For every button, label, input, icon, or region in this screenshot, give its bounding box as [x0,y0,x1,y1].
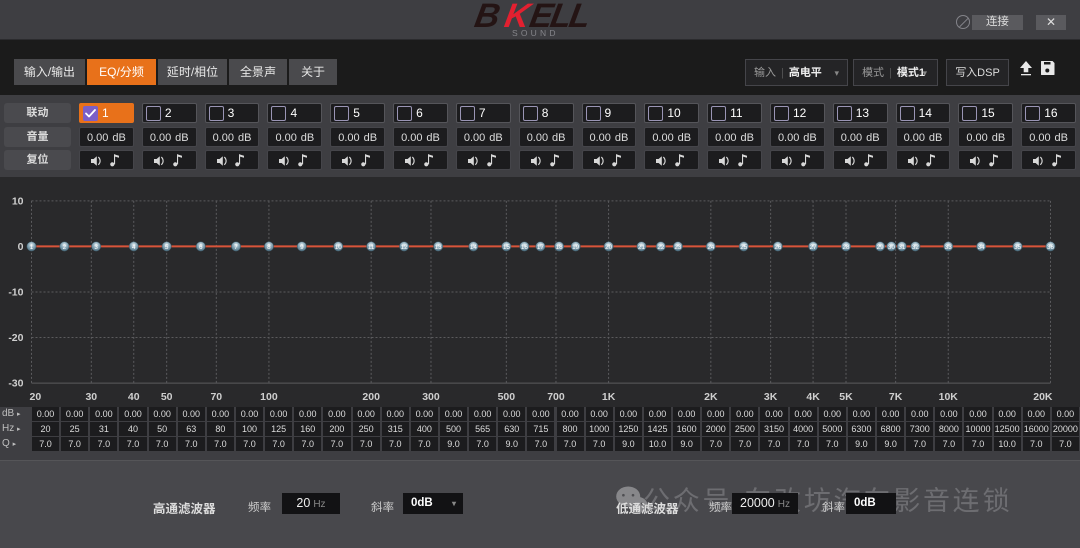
svg-text:5K: 5K [839,391,853,403]
svg-text:-20: -20 [8,332,23,344]
svg-text:3K: 3K [764,391,778,403]
svg-text:7K: 7K [889,391,903,403]
svg-text:12: 12 [401,244,409,251]
svg-text:40: 40 [128,391,140,403]
svg-text:15: 15 [503,244,511,251]
svg-text:27: 27 [810,244,818,251]
svg-text:4K: 4K [806,391,820,403]
svg-text:21: 21 [638,244,646,251]
svg-text:24: 24 [707,244,715,251]
svg-text:10: 10 [335,244,343,251]
svg-text:17: 17 [537,244,545,251]
svg-text:700: 700 [547,391,565,403]
svg-text:10: 10 [12,195,24,207]
svg-text:7: 7 [234,244,238,251]
svg-text:10K: 10K [939,391,959,403]
svg-text:22: 22 [657,244,665,251]
svg-text:-10: -10 [8,286,23,298]
svg-text:28: 28 [842,244,850,251]
svg-text:1: 1 [30,244,34,251]
svg-text:6: 6 [199,244,203,251]
svg-text:300: 300 [422,391,440,403]
svg-text:2K: 2K [704,391,718,403]
svg-text:32: 32 [912,244,920,251]
svg-text:23: 23 [674,244,682,251]
svg-text:0: 0 [18,241,24,253]
svg-text:11: 11 [368,244,375,251]
svg-text:200: 200 [362,391,380,403]
svg-text:8: 8 [267,244,271,251]
svg-text:5: 5 [165,244,169,251]
svg-text:33: 33 [945,244,953,251]
svg-text:19: 19 [572,244,580,251]
svg-text:B: B [472,0,502,35]
svg-text:70: 70 [210,391,222,403]
svg-text:31: 31 [898,244,906,251]
svg-text:50: 50 [161,391,173,403]
svg-text:SOUND: SOUND [512,28,559,38]
svg-text:3: 3 [94,244,98,251]
svg-text:20: 20 [605,244,613,251]
svg-text:30: 30 [85,391,97,403]
svg-text:20K: 20K [1033,391,1053,403]
svg-text:16: 16 [521,244,529,251]
svg-text:20: 20 [30,391,42,403]
svg-text:100: 100 [260,391,278,403]
svg-text:4: 4 [132,244,136,251]
svg-text:34: 34 [978,244,986,251]
svg-text:14: 14 [470,244,478,251]
svg-text:30: 30 [888,244,896,251]
svg-text:25: 25 [740,244,748,251]
svg-text:2: 2 [63,244,67,251]
svg-text:36: 36 [1047,244,1055,251]
svg-text:-30: -30 [8,378,23,390]
svg-text:35: 35 [1014,244,1022,251]
svg-text:29: 29 [877,244,885,251]
svg-text:18: 18 [556,244,564,251]
svg-text:9: 9 [300,244,304,251]
svg-text:1K: 1K [602,391,616,403]
svg-text:13: 13 [435,244,443,251]
svg-text:26: 26 [774,244,782,251]
svg-text:500: 500 [498,391,516,403]
